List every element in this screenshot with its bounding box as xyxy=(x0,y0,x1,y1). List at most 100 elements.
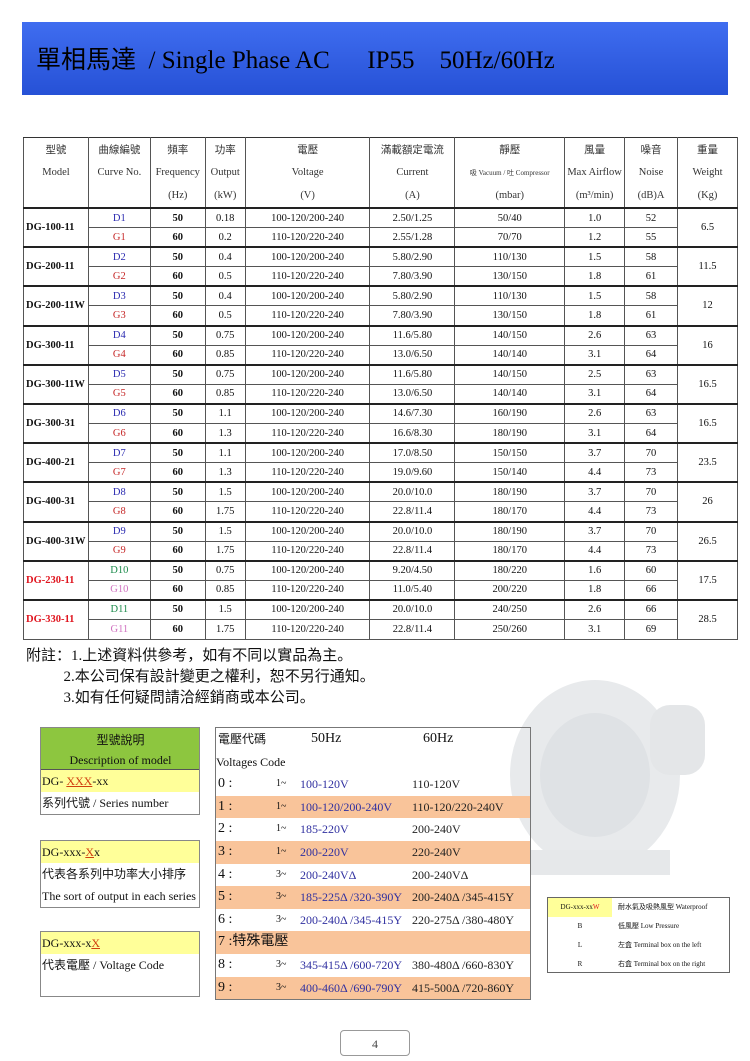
table-cell: 140/140 xyxy=(454,383,566,405)
table-cell: 63 xyxy=(624,324,679,346)
column-header: 噪音 xyxy=(624,137,679,161)
weight-cell: 26.5 xyxy=(677,520,738,562)
model-cell: DG-330-11 xyxy=(23,598,89,640)
curve-cell: D1 xyxy=(87,207,151,229)
output-desc-en: The sort of output in each series xyxy=(42,889,196,903)
table-cell: 3.7 xyxy=(564,442,626,464)
table-cell: 100-120/200-240 xyxy=(244,598,371,620)
table-cell: 1.5 xyxy=(564,285,626,307)
voltage-50hz: 100-120V xyxy=(300,777,349,792)
column-header: 功率 xyxy=(204,137,246,161)
table-cell: 60 xyxy=(624,559,679,581)
output-code: DG-xxx-Xx xyxy=(41,841,199,863)
curve-cell: D8 xyxy=(87,481,151,503)
table-cell: 0.2 xyxy=(204,227,246,248)
code-highlight: X xyxy=(85,845,94,859)
weight-cell: 16 xyxy=(677,324,738,366)
table-cell: 110-120/220-240 xyxy=(244,344,371,366)
notes: 附註：1.上述資料供參考，如有不同以實品為主。 2.本公司保有設計變更之權利，恕… xyxy=(26,646,375,709)
table-cell: 9.20/4.50 xyxy=(369,559,456,581)
table-cell: 64 xyxy=(624,383,679,405)
table-cell: 7.80/3.90 xyxy=(369,305,456,327)
suffix-row: R 右盒 Terminal box on the right xyxy=(548,955,729,974)
table-cell: 110-120/220-240 xyxy=(244,618,371,640)
table-cell: 60 xyxy=(149,423,206,444)
suffix-desc: 左盒 Terminal box on the left xyxy=(618,941,702,949)
model-cell: DG-200-11 xyxy=(23,246,89,287)
weight-cell: 17.5 xyxy=(677,559,738,601)
weight-cell: 16.5 xyxy=(677,363,738,405)
code-post: x xyxy=(94,845,100,859)
spec-table: 型號 曲線編號 頻率 功率 電壓 滿載額定電流 靜壓 風量 噪音 重量 Model Curve No.… xyxy=(23,137,738,640)
table-cell: 73 xyxy=(624,501,679,522)
table-cell: 130/150 xyxy=(454,305,566,327)
model-cell: DG-300-11 xyxy=(23,324,89,366)
series-desc: 系列代號 / Series number xyxy=(42,796,169,810)
model-description-header: 型號說明 Description of model xyxy=(41,728,199,770)
table-cell: 3.1 xyxy=(564,383,626,405)
code-highlight: W xyxy=(592,903,600,911)
voltage-60hz: 200-240VΔ xyxy=(412,867,469,882)
table-cell: 50 xyxy=(149,598,206,620)
table-cell: 61 xyxy=(624,266,679,287)
model-cell: DG-400-31W xyxy=(23,520,89,562)
table-cell: 0.85 xyxy=(204,579,246,601)
table-cell: 140/150 xyxy=(454,324,566,346)
table-cell: 11.6/5.80 xyxy=(369,363,456,385)
table-cell: 110-120/220-240 xyxy=(244,383,371,405)
curve-cell: G3 xyxy=(87,305,151,327)
suffix-desc: 低風壓 Low Pressure xyxy=(618,922,680,930)
table-cell: 11.6/5.80 xyxy=(369,324,456,346)
table-cell: 60 xyxy=(149,501,206,522)
table-cell: 73 xyxy=(624,540,679,562)
table-cell: 180/220 xyxy=(454,559,566,581)
column-header: 電壓 xyxy=(244,137,371,161)
column-header: (V) xyxy=(244,184,371,209)
voltage-desc: 代表電壓 / Voltage Code xyxy=(42,958,165,972)
suffix-code: DG-xxx-xxW xyxy=(548,898,612,917)
curve-cell: D9 xyxy=(87,520,151,542)
weight-cell: 6.5 xyxy=(677,206,738,248)
voltage-50hz: 185-225Δ /320-390Y xyxy=(300,890,403,905)
table-cell: 1.75 xyxy=(204,618,246,640)
table-cell: 64 xyxy=(624,344,679,366)
voltage-50hz: 400-460Δ /690-790Y xyxy=(300,980,403,995)
table-cell: 0.85 xyxy=(204,344,246,366)
table-row: DG-200-11 D2 50 0.4 100-120/200-240 5.80/2.90… xyxy=(23,246,738,287)
table-cell: 70/70 xyxy=(454,227,566,248)
table-cell: 100-120/200-240 xyxy=(244,207,371,229)
table-cell: 110-120/220-240 xyxy=(244,423,371,444)
column-header: 靜壓 xyxy=(454,137,566,161)
table-cell: 60 xyxy=(149,266,206,287)
table-cell: 3.7 xyxy=(564,481,626,503)
table-cell: 1.3 xyxy=(204,462,246,483)
code-highlight: XXX xyxy=(66,774,93,788)
table-cell: 0.4 xyxy=(204,285,246,307)
curve-cell: D6 xyxy=(87,402,151,425)
voltage-60hz: 200-240Δ /345-415Y xyxy=(412,890,515,905)
column-header: (mbar) xyxy=(454,184,566,209)
table-cell: 1.8 xyxy=(564,305,626,327)
table-cell: 50 xyxy=(149,442,206,464)
output-desc-zh: 代表各系列中功率大小排序 xyxy=(42,867,187,881)
table-cell: 58 xyxy=(624,285,679,307)
table-cell: 1.75 xyxy=(204,501,246,522)
voltage-row: 0 : 1~ 100-120V 110-120V xyxy=(216,773,530,796)
table-row: DG-230-11 D10 50 0.75 100-120/200-240 9.20/4.… xyxy=(23,559,738,601)
table-cell: 63 xyxy=(624,363,679,385)
phase: 3~ xyxy=(276,891,287,903)
table-cell: 50 xyxy=(149,520,206,542)
table-cell: 1.1 xyxy=(204,442,246,464)
table-cell: 110/130 xyxy=(454,285,566,307)
table-cell: 200/220 xyxy=(454,579,566,601)
column-header xyxy=(23,184,89,209)
phase: 1~ xyxy=(276,778,287,790)
code: 5 : xyxy=(218,889,233,905)
table-cell: 3.1 xyxy=(564,344,626,366)
table-cell: 60 xyxy=(149,383,206,405)
column-header: 滿載額定電流 xyxy=(369,137,456,161)
table-cell: 64 xyxy=(624,423,679,444)
table-cell: 130/150 xyxy=(454,266,566,287)
table-cell: 150/140 xyxy=(454,462,566,483)
table-cell: 1.8 xyxy=(564,579,626,601)
